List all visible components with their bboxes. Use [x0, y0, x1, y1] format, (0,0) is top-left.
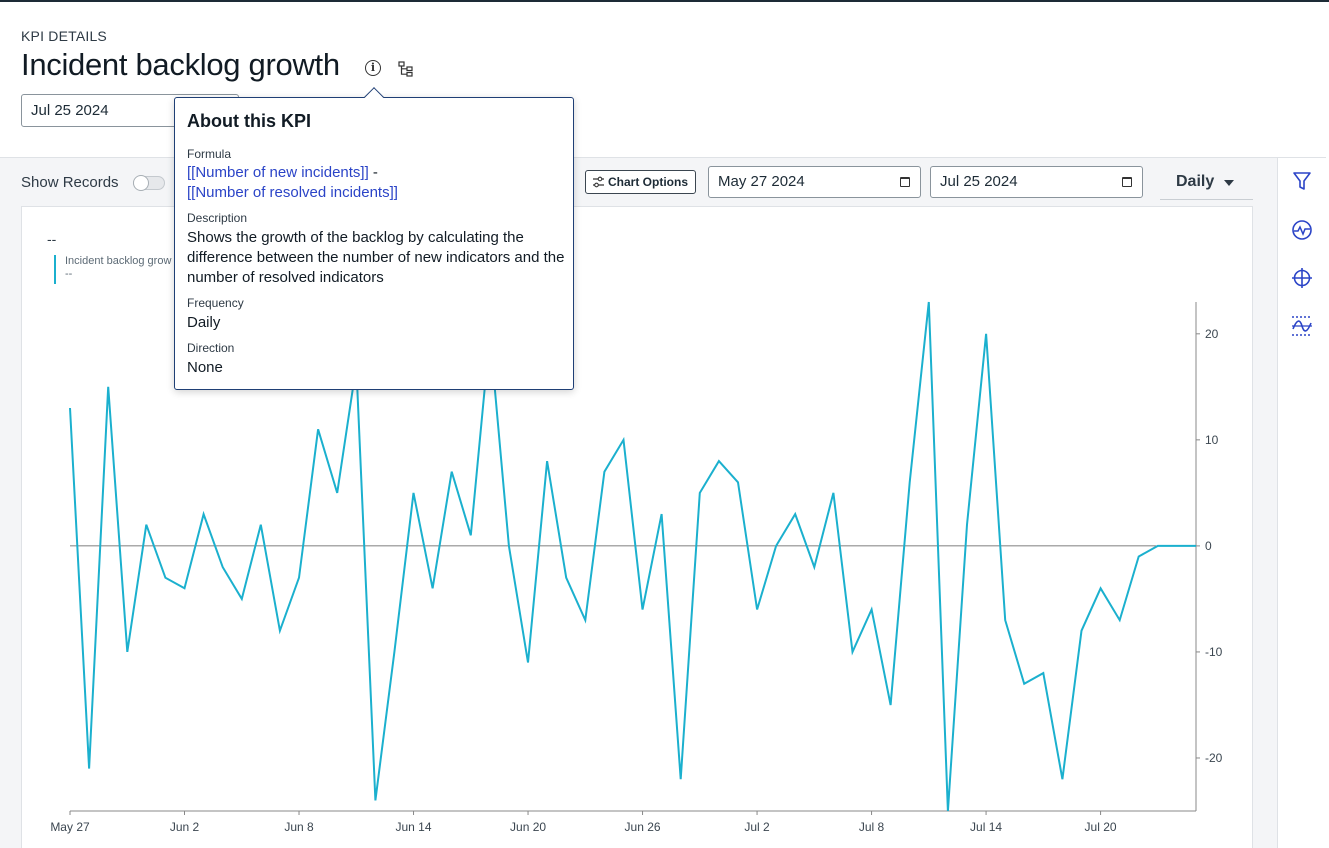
formula-label: Formula [187, 147, 232, 161]
series-line [69, 301, 1196, 812]
y-tick-label: -20 [1205, 751, 1223, 765]
page-title: Incident backlog growth [21, 47, 340, 82]
chevron-down-icon [1224, 180, 1234, 186]
line-chart[interactable]: 20 10 0 -10 -20 May 27 Jun 2 Jun 8 Jun 14 Jun 20 J… [22, 207, 1254, 848]
activity-icon[interactable] [1291, 219, 1313, 241]
x-tick-label: Jul 14 [970, 820, 1002, 834]
end-date-value: Jul 25 2024 [940, 173, 1018, 190]
legend-series-value: -- [65, 268, 73, 280]
formula-link-resolved-incidents[interactable]: [[Number of resolved incidents]] [187, 184, 398, 201]
x-tick-label: Jun 8 [284, 820, 314, 834]
legend-series-name: Incident backlog grow [65, 255, 172, 267]
x-tick-label: Jul 2 [744, 820, 770, 834]
window-top-border [0, 0, 1329, 2]
description-value: Shows the growth of the backlog by calcu… [187, 229, 565, 286]
toggle-knob [133, 175, 149, 191]
formula-operator: - [368, 164, 378, 181]
y-tick-label: 20 [1205, 327, 1219, 341]
x-tick-label: Jun 20 [510, 820, 546, 834]
threshold-icon[interactable] [1291, 315, 1313, 337]
direction-value: None [187, 359, 223, 376]
y-tick-label: 10 [1205, 433, 1219, 447]
crosshair-icon[interactable] [1291, 267, 1313, 289]
hierarchy-icon[interactable] [398, 61, 414, 77]
frequency-dropdown[interactable]: Daily [1160, 168, 1253, 200]
description-label: Description [187, 211, 248, 225]
calendar-icon[interactable] [1122, 177, 1132, 187]
formula-link-new-incidents[interactable]: [[Number of new incidents]] [187, 164, 369, 181]
x-tick-label: Jul 8 [859, 820, 885, 834]
start-date-input[interactable]: May 27 2024 [708, 166, 921, 198]
chart-options-label: Chart Options [608, 175, 688, 189]
frequency-label: Frequency [187, 296, 244, 310]
y-tick-label: -10 [1205, 645, 1223, 659]
side-toolbar [1277, 158, 1326, 848]
x-tick-label: May 27 [50, 820, 90, 834]
page-eyebrow: KPI DETAILS [21, 28, 107, 44]
chart-summary-value: -- [47, 231, 57, 247]
x-tick-label: Jun 2 [170, 820, 200, 834]
x-tick-label: Jul 20 [1085, 820, 1117, 834]
start-date-value: May 27 2024 [718, 173, 805, 190]
filter-icon[interactable] [1291, 170, 1313, 192]
formula-value: [[Number of new incidents]] - [[Number o… [187, 163, 398, 203]
x-tick-label: Jun 26 [625, 820, 661, 834]
x-tick-label: Jun 14 [396, 820, 432, 834]
calendar-icon[interactable] [900, 177, 910, 187]
frequency-dropdown-value: Daily [1176, 173, 1215, 190]
frequency-value: Daily [187, 314, 221, 331]
kpi-info-popover: About this KPI Formula [[Number of new i… [174, 87, 574, 390]
sliders-icon [593, 176, 604, 188]
legend-color-bar [54, 255, 56, 284]
y-tick-label: 0 [1205, 539, 1212, 553]
show-records-label: Show Records [21, 174, 119, 191]
show-records-toggle[interactable] [133, 175, 165, 191]
popover-title: About this KPI [187, 111, 311, 131]
end-date-input[interactable]: Jul 25 2024 [930, 166, 1143, 198]
direction-label: Direction [187, 341, 235, 355]
chart-options-button[interactable]: Chart Options [585, 170, 696, 194]
info-icon[interactable]: i [365, 60, 381, 76]
